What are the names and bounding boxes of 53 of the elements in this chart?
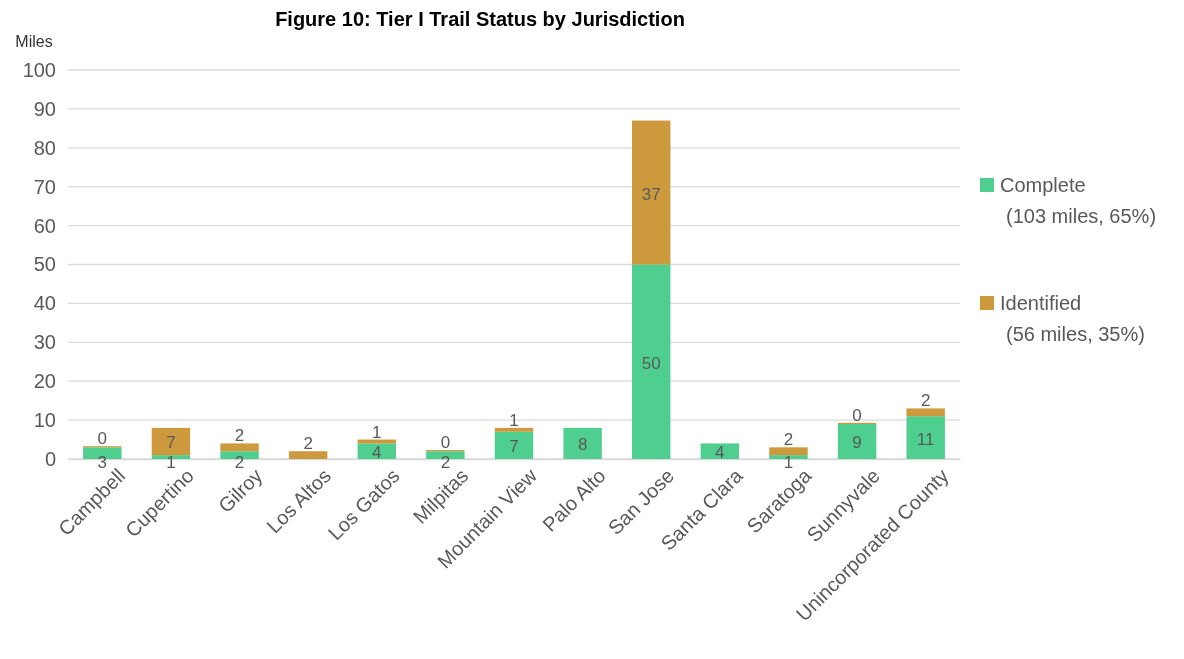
y-tick-label: 20 (33, 370, 56, 393)
data-label: 2 (234, 453, 245, 472)
data-label: 1 (166, 453, 176, 472)
data-label: 50 (641, 353, 661, 373)
y-tick-label: 70 (33, 175, 56, 198)
data-label: 8 (577, 435, 588, 455)
y-tick-label: 80 (33, 136, 56, 159)
data-label: 0 (852, 405, 862, 425)
data-label: 7 (509, 437, 519, 457)
bar (632, 264, 671, 459)
bar (288, 451, 328, 459)
data-label: 0 (440, 433, 451, 453)
data-label: 4 (372, 443, 382, 463)
bar (563, 427, 602, 459)
legend-label: Complete (103 miles, 65%) (1000, 174, 1157, 227)
data-label: 2 (783, 430, 794, 450)
bar (906, 416, 945, 459)
y-tick-label: 60 (33, 214, 56, 237)
y-tick-label: 0 (44, 447, 56, 470)
y-tick-label: 90 (33, 97, 56, 120)
y-tick-label: 50 (33, 253, 56, 276)
chart-title: Figure 10: Tier I Trail Status by Jurisdiction (275, 8, 685, 30)
bar (837, 423, 877, 459)
bar (494, 431, 534, 459)
bar (151, 427, 191, 456)
bar (632, 120, 671, 265)
data-label: 1 (783, 453, 794, 472)
bar (494, 427, 534, 432)
data-label: 3 (97, 453, 108, 472)
bar (357, 443, 396, 459)
data-label: 11 (916, 429, 935, 449)
y-tick-label: 40 (33, 292, 56, 315)
data-label: 37 (641, 184, 661, 204)
data-label: 0 (97, 429, 108, 449)
bar (769, 447, 808, 456)
data-label: 2 (234, 426, 245, 446)
bar (700, 443, 740, 459)
bar (220, 443, 259, 452)
data-label: 2 (440, 453, 451, 472)
y-tick-label: 10 (33, 409, 56, 431)
data-label: 7 (166, 433, 176, 453)
data-label: 1 (509, 410, 519, 430)
legend-label: Identified (56 miles, 35%) (1000, 292, 1145, 345)
data-label: 2 (920, 391, 931, 411)
y-tick-label: 100 (22, 58, 56, 81)
bar (906, 408, 945, 417)
data-label: 9 (852, 433, 862, 453)
y-axis-title: Miles (15, 33, 53, 50)
x-tick-label: Palo Alto (538, 464, 610, 536)
data-label: 1 (372, 422, 382, 442)
data-label: 2 (303, 434, 313, 454)
data-label: 4 (715, 443, 725, 463)
y-tick-label: 30 (33, 331, 56, 354)
